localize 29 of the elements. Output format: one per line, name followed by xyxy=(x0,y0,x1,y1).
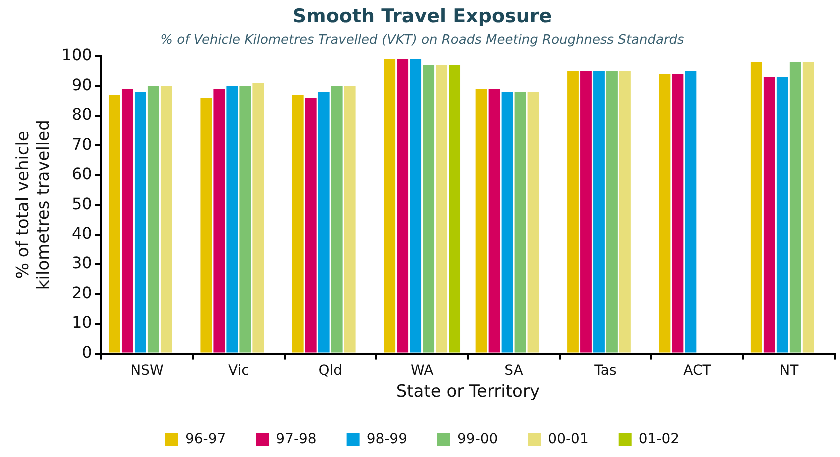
legend-label: 01-02 xyxy=(638,432,680,448)
chart-title: Smooth Travel Exposure xyxy=(292,5,552,28)
x-tick-label: Vic xyxy=(228,362,250,379)
y-tick-label: 70 xyxy=(72,134,92,154)
y-tick-label: 90 xyxy=(72,75,92,94)
y-tick-label: 20 xyxy=(72,283,92,302)
x-tick-label: Qld xyxy=(318,362,343,379)
x-tick-label: SA xyxy=(504,362,524,379)
legend-label: 99-00 xyxy=(458,432,498,448)
legend-label: 97-98 xyxy=(276,432,317,448)
y-tick-label: 0 xyxy=(82,342,92,362)
x-tick-label: WA xyxy=(410,362,434,379)
x-tick-label: ACT xyxy=(684,362,712,379)
y-tick-label: 40 xyxy=(72,224,92,243)
x-tick-label: NT xyxy=(780,362,800,379)
legend-label: 00-01 xyxy=(548,432,589,448)
y-tick-label: 100 xyxy=(62,46,92,65)
legend-label: 96-97 xyxy=(185,432,226,448)
x-tick-label: NSW xyxy=(130,362,164,379)
legend-label: 98-99 xyxy=(366,432,408,448)
y-axis-title: % of total vehicle kilometres travelled xyxy=(14,120,54,290)
y-tick-label: 80 xyxy=(72,105,92,124)
y-tick-label: 50 xyxy=(72,194,92,214)
x-axis-title: State or Territory xyxy=(396,382,540,402)
y-tick-label: 10 xyxy=(72,313,92,332)
y-tick-label: 60 xyxy=(72,164,92,184)
x-tick-label: Tas xyxy=(594,362,617,379)
y-tick-label: 30 xyxy=(72,254,92,273)
chart-subtitle: % of Vehicle Kilometres Travelled (VKT) on Roads Meeting Roughness Standards xyxy=(160,32,685,48)
